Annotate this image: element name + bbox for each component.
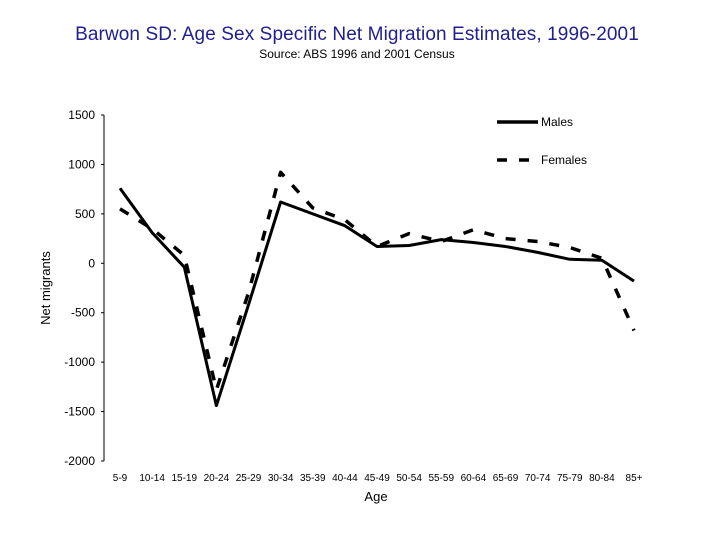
y-tick-label: 1500 bbox=[68, 108, 95, 122]
y-tick-label: -1000 bbox=[64, 355, 95, 369]
x-tick-label: 20-24 bbox=[204, 473, 230, 484]
chart-subtitle: Source: ABS 1996 and 2001 Census bbox=[259, 47, 455, 61]
x-axis-label: Age bbox=[364, 489, 387, 504]
x-tick-label: 25-29 bbox=[236, 473, 262, 484]
legend: Males Females bbox=[497, 115, 587, 167]
y-tick-label: 0 bbox=[88, 256, 95, 270]
series-line-females bbox=[119, 170, 636, 392]
x-tick-label: 70-74 bbox=[525, 473, 551, 484]
series-group bbox=[118, 170, 636, 408]
x-tick-label: 45-49 bbox=[364, 473, 390, 484]
x-tick-label: 10-14 bbox=[139, 473, 165, 484]
y-tick-label: 1000 bbox=[68, 157, 95, 171]
legend-label-males: Males bbox=[541, 115, 573, 129]
x-tick-label: 75-79 bbox=[557, 473, 583, 484]
x-tick-label: 30-34 bbox=[268, 473, 294, 484]
x-tick-label: 40-44 bbox=[332, 473, 358, 484]
series-line-males bbox=[118, 187, 635, 408]
x-tick-label: 60-64 bbox=[461, 473, 487, 484]
x-tick-label: 5-9 bbox=[113, 473, 128, 484]
y-tick-labels: 1500 1000 500 0 -500 -1000 -1500 -2000 bbox=[64, 108, 104, 468]
x-tick-label: 55-59 bbox=[428, 473, 454, 484]
x-tick-labels: 5-9 10-14 15-19 20-24 25-29 30-34 35-39 40-44 45… bbox=[113, 473, 643, 484]
x-tick-label: 85+ bbox=[626, 473, 643, 484]
x-tick-label: 50-54 bbox=[396, 473, 422, 484]
x-tick-label: 80-84 bbox=[589, 473, 615, 484]
y-tick-label: -2000 bbox=[64, 454, 95, 468]
x-tick-label: 15-19 bbox=[171, 473, 197, 484]
chart-title: Barwon SD: Age Sex Specific Net Migratio… bbox=[75, 24, 639, 45]
legend-label-females: Females bbox=[541, 153, 587, 167]
x-tick-label: 65-69 bbox=[493, 473, 519, 484]
y-tick-label: -500 bbox=[71, 306, 95, 320]
y-axis-label: Net migrants bbox=[38, 251, 53, 325]
x-tick-label: 35-39 bbox=[300, 473, 326, 484]
y-tick-label: -1500 bbox=[64, 405, 95, 419]
y-tick-label: 500 bbox=[75, 207, 95, 221]
